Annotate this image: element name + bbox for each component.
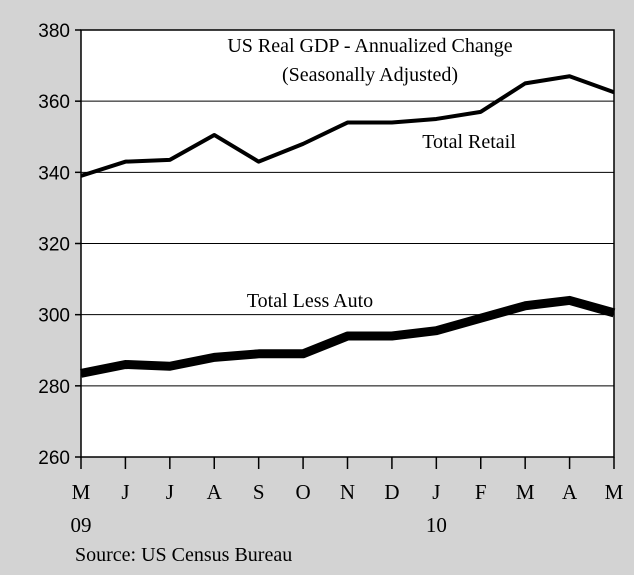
x-tick-label-5: O — [295, 480, 310, 504]
x-tick-label-12: M — [605, 480, 624, 504]
x-year-label-09: 09 — [71, 513, 92, 537]
x-tick-label-9: F — [475, 480, 487, 504]
y-tick-label-260: 260 — [38, 448, 70, 469]
y-tick-label-340: 340 — [38, 163, 70, 184]
y-tick-label-360: 360 — [38, 92, 70, 113]
x-tick-label-6: N — [340, 480, 355, 504]
x-tick-label-7: D — [384, 480, 399, 504]
y-tick-label-280: 280 — [38, 377, 70, 398]
x-tick-label-0: M — [72, 480, 91, 504]
y-tick-label-300: 300 — [38, 306, 70, 327]
series-label-total-less-auto: Total Less Auto — [247, 290, 373, 312]
x-tick-label-1: J — [121, 480, 129, 504]
x-tick-label-3: A — [207, 480, 223, 504]
x-year-label-10: 10 — [426, 513, 447, 537]
x-tick-label-4: S — [253, 480, 265, 504]
y-tick-label-320: 320 — [38, 235, 70, 256]
x-tick-label-10: M — [516, 480, 535, 504]
y-tick-label-380: 380 — [38, 21, 70, 42]
series-lines — [80, 74, 616, 378]
x-tick-label-2: J — [166, 480, 174, 504]
source-note: Source: US Census Bureau — [75, 544, 292, 566]
chart-subtitle: (Seasonally Adjusted) — [282, 64, 458, 86]
series-label-total-retail: Total Retail — [422, 131, 516, 153]
y-axis-ticks: 260 280 300 320 340 360 380 — [38, 21, 81, 469]
x-tick-label-11: A — [562, 480, 578, 504]
x-axis-ticks: M J J A S O N D J F M A M 09 10 — [71, 457, 624, 537]
chart-title: US Real GDP - Annualized Change — [227, 35, 512, 57]
x-tick-label-8: J — [432, 480, 440, 504]
